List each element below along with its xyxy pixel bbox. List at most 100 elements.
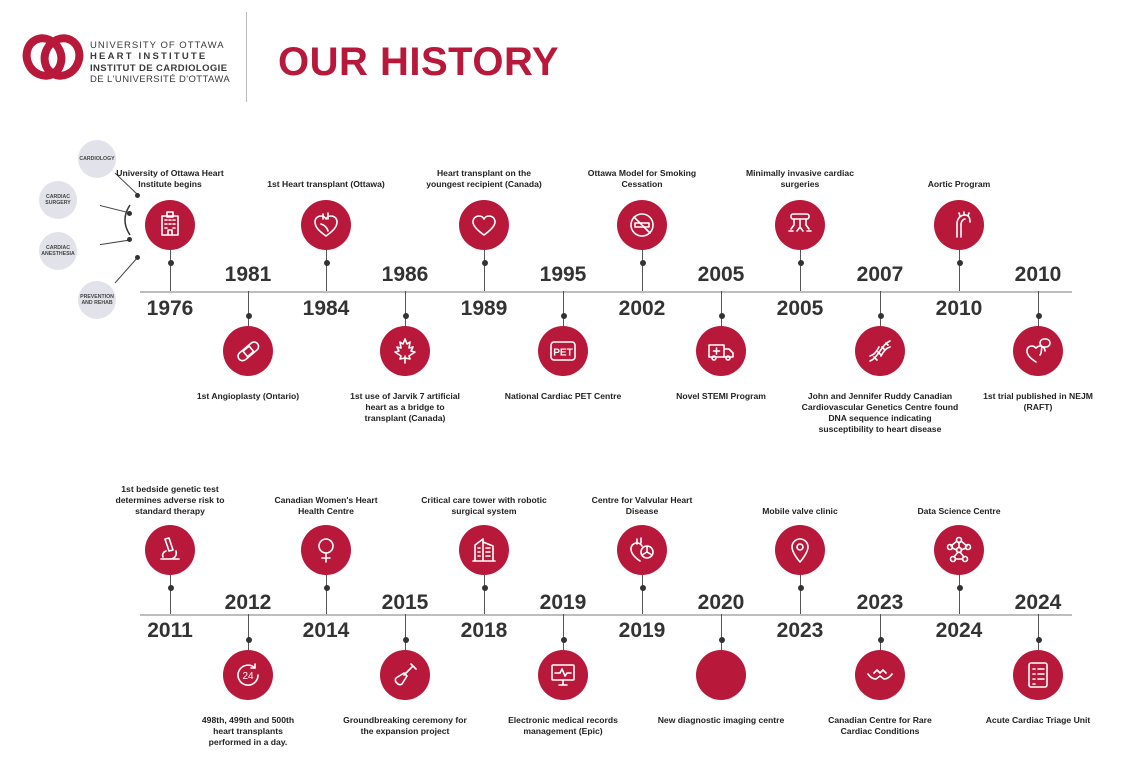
event-year: 2012 xyxy=(224,591,272,614)
event-dot xyxy=(877,313,884,319)
event-label: Heart transplant on the youngest recipie… xyxy=(426,168,542,189)
event-year: 2007 xyxy=(856,263,904,286)
event-stem xyxy=(326,250,327,291)
heart-valve-icon xyxy=(630,537,654,562)
event-dot xyxy=(956,585,963,591)
event-stem xyxy=(642,575,643,614)
event-label: Data Science Centre xyxy=(917,506,1001,516)
event-year: 2014 xyxy=(302,619,350,642)
event-stem xyxy=(880,291,881,326)
header-divider xyxy=(246,12,247,102)
microscope-icon xyxy=(160,537,180,560)
event-dot xyxy=(560,637,567,643)
event-dot xyxy=(560,313,567,319)
event-stem xyxy=(563,291,564,326)
event-label: 1st Angioplasty (Ontario) xyxy=(196,391,300,401)
event-stem xyxy=(721,291,722,326)
event-dot xyxy=(323,260,330,266)
event-icon-circle xyxy=(1013,326,1063,376)
heart-logo-icon xyxy=(22,34,84,80)
hospital-icon xyxy=(161,211,179,236)
event-dot xyxy=(718,313,725,319)
heart-anatomy-icon xyxy=(314,212,338,237)
event-label: Canadian Centre for Rare Cardiac Conditi… xyxy=(828,715,932,736)
event-year: 2018 xyxy=(460,619,508,642)
event-icon-circle xyxy=(934,525,984,575)
device-heart-icon xyxy=(1026,338,1051,363)
event-stem xyxy=(405,291,406,326)
event-dot xyxy=(1035,637,1042,643)
event-label: 1st bedside genetic test determines adve… xyxy=(115,484,225,516)
event-year: 2024 xyxy=(935,619,983,642)
event-icon-circle xyxy=(380,650,430,700)
event-year: 1981 xyxy=(224,263,272,286)
event-stem xyxy=(959,575,960,614)
no-smoking-icon xyxy=(630,213,654,237)
page-title: OUR HISTORY xyxy=(278,40,560,84)
event-stem xyxy=(170,575,171,614)
logo-line-2: HEART INSTITUTE xyxy=(90,51,208,62)
logo-line-4: DE L'UNIVERSITÉ D'OTTAWA xyxy=(90,74,231,85)
event-label: National Cardiac PET Centre xyxy=(504,391,622,401)
event-label: New diagnostic imaging centre xyxy=(657,715,785,725)
event-year: 2019 xyxy=(618,619,666,642)
category-connector xyxy=(100,172,139,284)
event-icon-circle xyxy=(696,650,746,700)
event-stem xyxy=(1038,614,1039,650)
event-label: Centre for Valvular Heart Disease xyxy=(591,495,693,516)
event-stem xyxy=(642,250,643,291)
event-dot xyxy=(1035,313,1042,319)
event-dot xyxy=(797,585,804,591)
network-icon xyxy=(946,536,972,563)
event-icon-circle xyxy=(380,326,430,376)
location-pin-icon xyxy=(791,538,809,563)
svg-text:PET: PET xyxy=(553,348,572,359)
event-icon-circle xyxy=(775,200,825,250)
event-label: Electronic medical records management (E… xyxy=(508,715,618,736)
timeline-axis xyxy=(140,291,1072,293)
event-icon-circle xyxy=(775,525,825,575)
event-dot xyxy=(323,585,330,591)
event-year: 2015 xyxy=(381,591,429,614)
timeline-axis xyxy=(140,614,1072,616)
event-year: 2024 xyxy=(1014,591,1062,614)
dna-icon xyxy=(869,340,891,362)
robotic-arms-icon xyxy=(788,213,812,232)
event-year: 1984 xyxy=(302,297,350,320)
monitor-icon xyxy=(551,664,575,686)
event-label: Groundbreaking ceremony for the expansio… xyxy=(343,715,467,736)
event-stem xyxy=(800,575,801,614)
logo-line-3: INSTITUT DE CARDIOLOGIE xyxy=(90,63,228,74)
category-cardiology: CARDIOLOGY xyxy=(78,140,116,178)
event-year: 2020 xyxy=(697,591,745,614)
shovel-icon xyxy=(394,663,417,686)
event-icon-circle xyxy=(1013,650,1063,700)
event-dot xyxy=(167,585,174,591)
event-icon-circle xyxy=(145,200,195,250)
event-label: Novel STEMI Program xyxy=(676,391,766,401)
event-icon-circle xyxy=(617,200,667,250)
event-label: Aortic Program xyxy=(927,179,991,189)
svg-text:24: 24 xyxy=(242,671,254,682)
event-dot xyxy=(797,260,804,266)
hands-heart-icon xyxy=(867,669,893,680)
event-label: 1st Heart transplant (Ottawa) xyxy=(267,179,385,189)
event-stem xyxy=(326,575,327,614)
event-year: 2002 xyxy=(618,297,666,320)
event-year: 2005 xyxy=(697,263,745,286)
event-label: John and Jennifer Ruddy Canadian Cardiov… xyxy=(801,391,959,434)
event-icon-circle xyxy=(617,525,667,575)
event-icon-circle xyxy=(934,200,984,250)
event-icon-circle xyxy=(855,650,905,700)
event-dot xyxy=(167,260,174,266)
event-stem xyxy=(880,614,881,650)
ambulance-icon xyxy=(708,344,734,361)
event-label: 498th, 499th and 500th heart transplants… xyxy=(201,715,295,747)
event-year: 2010 xyxy=(935,297,983,320)
event-year: 1995 xyxy=(539,263,587,286)
event-label: Minimally invasive cardiac surgeries xyxy=(746,168,854,189)
event-year: 2019 xyxy=(539,591,587,614)
event-dot xyxy=(639,585,646,591)
event-icon-circle xyxy=(145,525,195,575)
event-year: 2005 xyxy=(776,297,824,320)
